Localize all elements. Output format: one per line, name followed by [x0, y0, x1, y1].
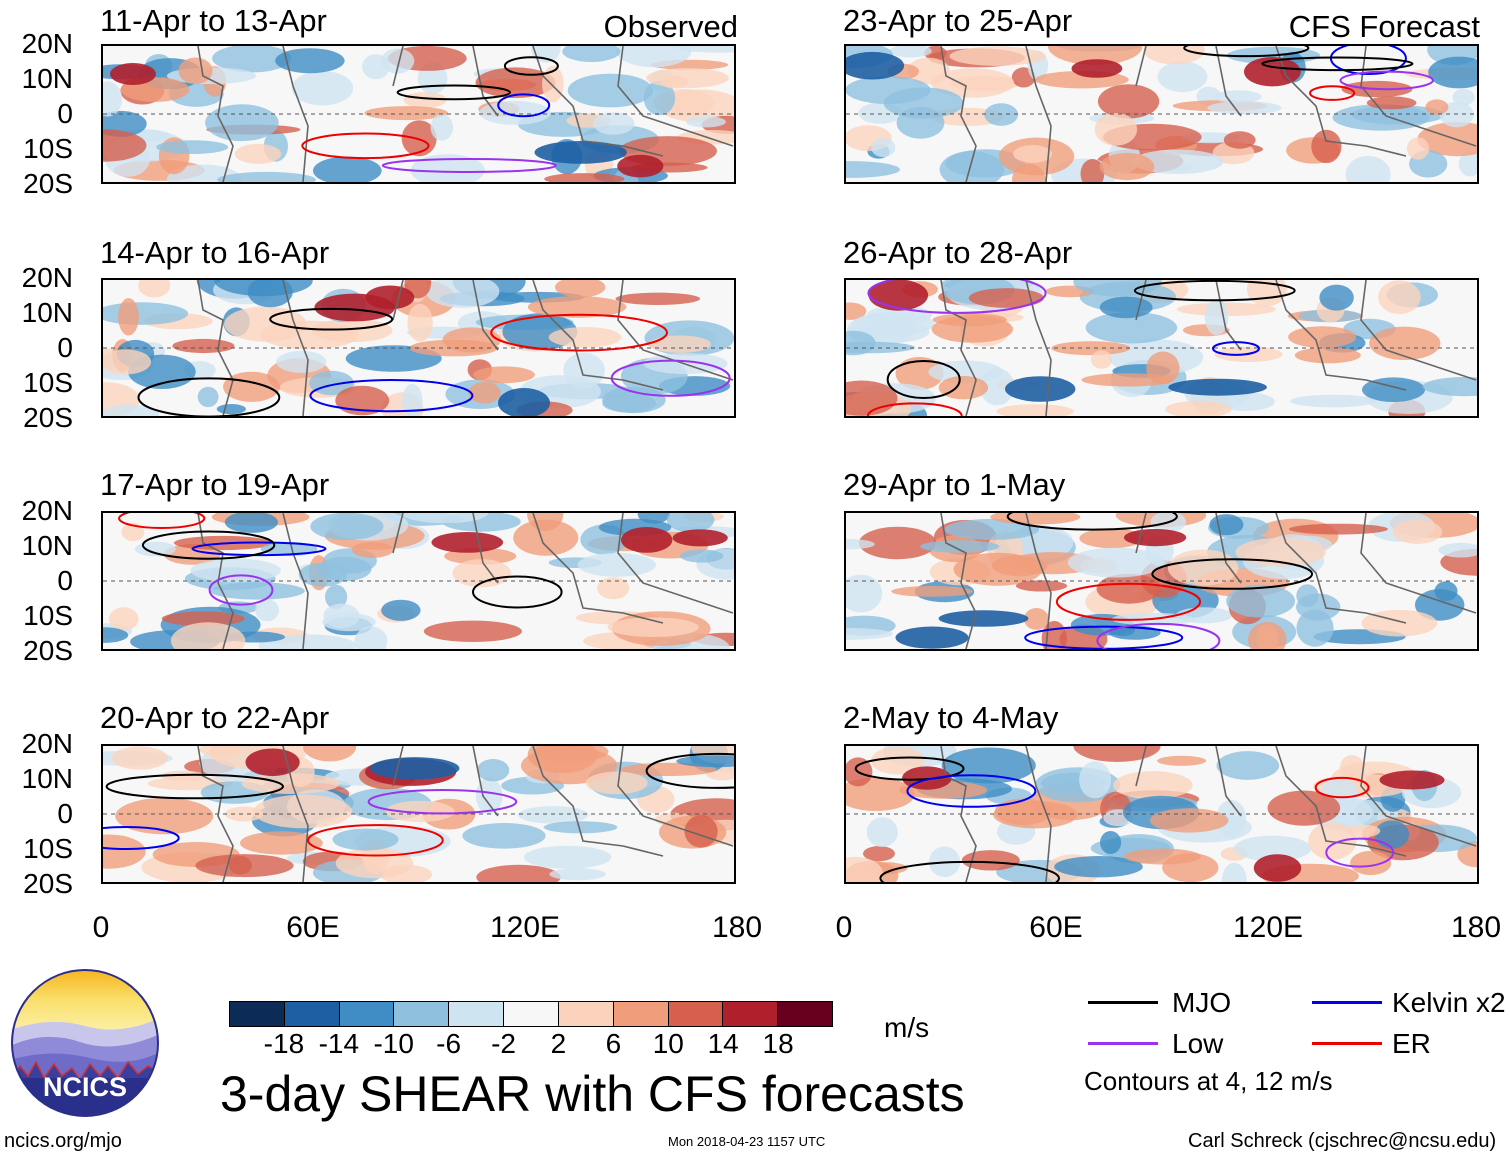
panel-title: 2-May to 4-May — [843, 700, 1059, 735]
lat-label: 20N — [21, 728, 73, 759]
lon-label: 180 — [711, 911, 763, 944]
lon-label: 0 — [835, 911, 853, 944]
lon-label: 0 — [92, 911, 110, 944]
colorbar-swatch — [668, 1002, 724, 1026]
colorbar-label: 18 — [762, 1028, 794, 1059]
panel-title: 14-Apr to 16-Apr — [100, 235, 330, 270]
colorbar-label: 2 — [550, 1028, 567, 1059]
figure-title: 3-day SHEAR with CFS forecasts — [220, 1066, 965, 1122]
shear-map — [844, 278, 1479, 418]
lat-label: 10S — [23, 600, 73, 631]
colorbar-label: -10 — [373, 1028, 414, 1059]
lat-label: 0 — [57, 98, 73, 129]
colorbar-swatch — [339, 1002, 395, 1026]
lat-label: 0 — [57, 332, 73, 363]
lat-label: 20S — [23, 402, 73, 433]
lon-label: 180 — [1450, 911, 1502, 944]
shear-map — [101, 744, 736, 884]
lat-label: 10S — [23, 133, 73, 164]
colorbar-label: -6 — [436, 1028, 462, 1059]
panel-title: 20-Apr to 22-Apr — [100, 700, 330, 735]
footer-author: Carl Schreck (cjschrec@ncsu.edu) — [1188, 1130, 1497, 1152]
shear-map — [844, 44, 1479, 184]
colorbar-swatch — [723, 1002, 779, 1026]
panel-tag: CFS Forecast — [1288, 9, 1480, 44]
lat-label: 20S — [23, 635, 73, 666]
lat-label: 20S — [23, 868, 73, 899]
lon-label: 120E — [1232, 911, 1304, 944]
panel-title: 11-Apr to 13-Apr — [100, 3, 327, 38]
er-legend-line — [1312, 1042, 1382, 1045]
low-legend-label: Low — [1172, 1028, 1224, 1059]
shear-map — [101, 511, 736, 651]
lat-label: 10N — [21, 530, 73, 561]
lon-label: 120E — [489, 911, 561, 944]
kelvin-legend-line — [1312, 1001, 1382, 1004]
lat-label: 10S — [23, 833, 73, 864]
lon-label: 60E — [1029, 911, 1083, 944]
colorbar-label: 10 — [652, 1028, 684, 1059]
lon-label: 60E — [286, 911, 340, 944]
panel-title: 17-Apr to 19-Apr — [100, 467, 330, 502]
mjo-legend-line — [1088, 1001, 1158, 1004]
colorbar-swatch — [613, 1002, 669, 1026]
footer-timestamp: Mon 2018-04-23 1157 UTC — [668, 1134, 826, 1149]
panel-title: 29-Apr to 1-May — [843, 467, 1066, 502]
colorbar-swatch — [394, 1002, 450, 1026]
mjo-legend-label: MJO — [1172, 987, 1232, 1018]
lat-label: 20N — [21, 28, 73, 59]
lat-label: 10N — [21, 63, 73, 94]
shear-map — [844, 511, 1479, 651]
er-legend-label: ER — [1392, 1028, 1431, 1059]
lat-label: 20S — [23, 168, 73, 199]
lat-label: 0 — [57, 798, 73, 829]
shear-map — [101, 44, 736, 184]
shear-map — [101, 278, 736, 418]
colorbar-label: -14 — [318, 1028, 360, 1059]
lat-label: 20N — [21, 495, 73, 526]
colorbar-label: -18 — [263, 1028, 305, 1059]
colorbar-label: -2 — [491, 1028, 516, 1059]
colorbar-label: 14 — [707, 1028, 739, 1059]
lat-label: 20N — [21, 262, 73, 293]
shear-map — [844, 744, 1479, 884]
colorbar-swatch — [504, 1002, 559, 1026]
colorbar-swatch — [558, 1002, 614, 1026]
colorbar-swatch — [778, 1002, 832, 1026]
panel-tag: Observed — [603, 9, 738, 44]
lat-label: 10S — [23, 367, 73, 398]
colorbar-swatch — [449, 1002, 505, 1026]
low-legend-line — [1088, 1042, 1158, 1045]
logo-text: NCICS — [43, 1072, 127, 1102]
contour-note: Contours at 4, 12 m/s — [1084, 1066, 1333, 1096]
panel-title: 23-Apr to 25-Apr — [843, 3, 1073, 38]
colorbar-units: m/s — [884, 1012, 930, 1043]
colorbar-swatch — [230, 1002, 285, 1026]
lat-label: 10N — [21, 763, 73, 794]
lat-label: 10N — [21, 297, 73, 328]
colorbar-label: 6 — [605, 1028, 622, 1059]
panel-title: 26-Apr to 28-Apr — [843, 235, 1073, 270]
kelvin-legend-label: Kelvin x2 — [1392, 987, 1506, 1018]
colorbar — [229, 1001, 833, 1027]
footer-url: ncics.org/mjo — [4, 1130, 122, 1152]
ncics-logo: NCICS — [10, 968, 160, 1118]
colorbar-swatch — [284, 1002, 340, 1026]
lat-label: 0 — [57, 565, 73, 596]
